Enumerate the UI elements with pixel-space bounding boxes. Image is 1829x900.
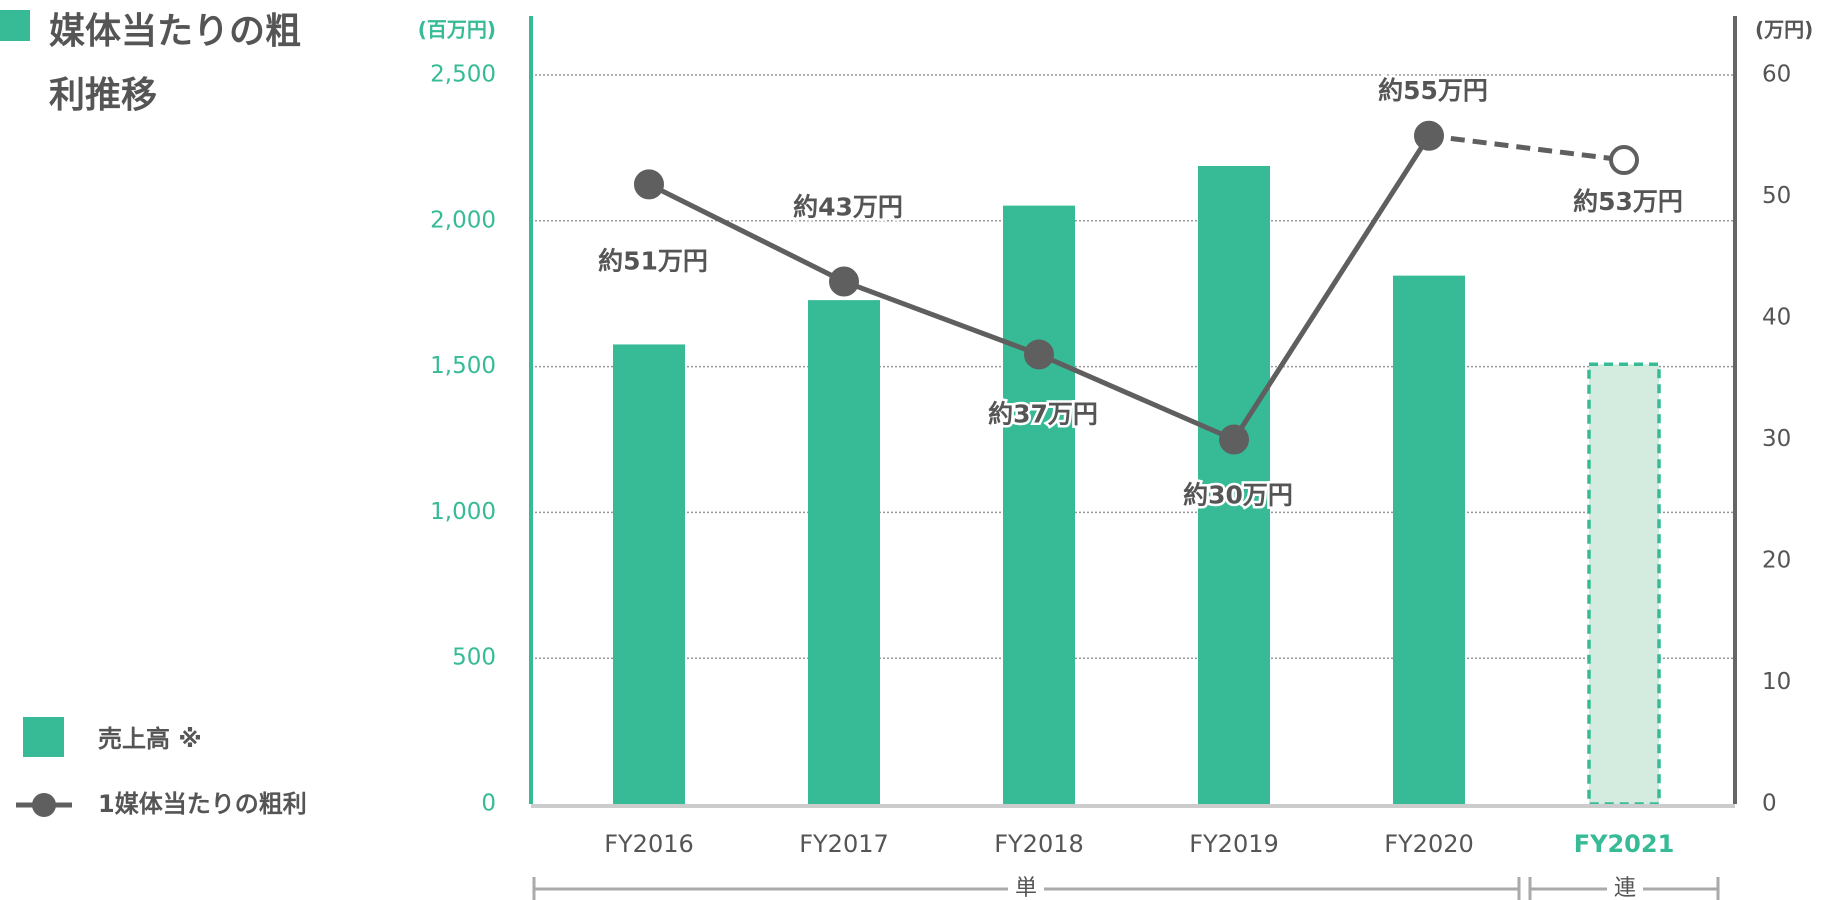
y-tick-label: 2,500 — [430, 62, 496, 88]
data-label: 約43万円 — [793, 193, 903, 222]
y2-tick-label: 40 — [1762, 305, 1791, 331]
y2-tick-label: 20 — [1762, 548, 1791, 574]
period-label: 単 — [1015, 876, 1037, 900]
y-axis-label: (百万円) — [418, 18, 496, 42]
bar — [1393, 275, 1465, 804]
bar — [613, 344, 685, 804]
y-tick-label: 1,500 — [430, 353, 496, 379]
line-point — [1609, 145, 1639, 176]
y2-tick-label: 30 — [1762, 426, 1791, 452]
x-tick-label: FY2018 — [994, 830, 1084, 858]
chart-title: 媒体当たりの粗利推移 — [49, 11, 302, 116]
x-tick-label: FY2019 — [1189, 830, 1279, 858]
period-label: 連 — [1614, 876, 1636, 900]
legend-label: 1媒体当たりの粗利 — [98, 790, 307, 818]
x-tick-label: FY2017 — [799, 830, 889, 858]
bar — [1003, 205, 1075, 805]
y-tick-label: 500 — [452, 645, 496, 671]
data-label: 約30万円 — [1183, 481, 1293, 510]
x-tick-label: FY2021 — [1574, 830, 1675, 858]
bar — [1198, 165, 1270, 805]
y2-tick-label: 0 — [1762, 791, 1777, 817]
legend-point — [32, 793, 56, 817]
data-label: 約37万円 — [988, 399, 1098, 428]
y2-tick-label: 10 — [1762, 669, 1791, 695]
line-point — [1024, 339, 1054, 370]
data-label: 約55万円 — [1378, 76, 1488, 105]
bar — [808, 300, 880, 804]
y2-tick-label: 60 — [1762, 62, 1791, 88]
line-point — [1414, 120, 1444, 151]
data-label: 約53万円 — [1573, 187, 1683, 216]
y-tick-label: 2,000 — [430, 207, 496, 233]
legend-label: 売上高 ※ — [98, 725, 202, 753]
title-marker — [0, 10, 30, 41]
line-point — [634, 169, 664, 200]
line-point — [829, 266, 859, 297]
bar — [1587, 362, 1661, 806]
line-forecast — [1428, 133, 1625, 163]
x-tick-label: FY2016 — [604, 830, 694, 858]
y-tick-label: 1,000 — [430, 499, 496, 525]
x-tick-label: FY2020 — [1384, 830, 1474, 858]
y2-axis-label: (万円) — [1755, 18, 1813, 42]
data-label: 約51万円 — [598, 246, 708, 275]
y-tick-label: 0 — [481, 791, 496, 817]
legend-swatch — [23, 717, 64, 757]
line-point — [1219, 424, 1249, 455]
y2-tick-label: 50 — [1762, 183, 1791, 209]
